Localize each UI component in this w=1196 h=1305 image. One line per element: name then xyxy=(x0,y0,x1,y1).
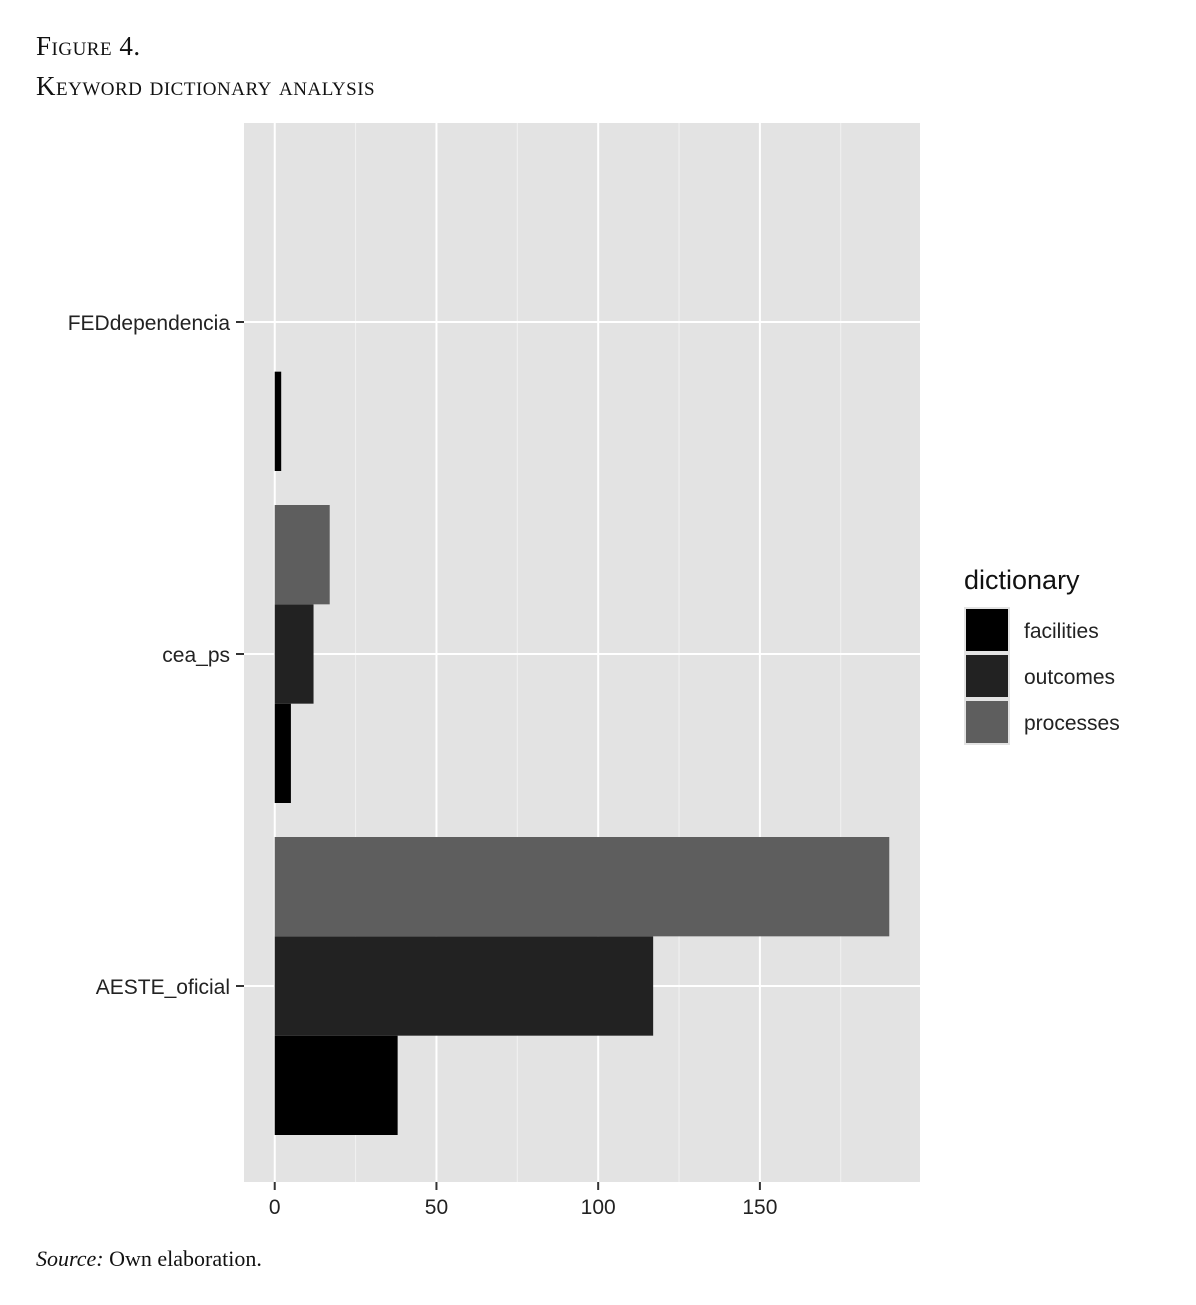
source-text: Own elaboration. xyxy=(103,1246,262,1271)
figure-label: Figure 4. xyxy=(36,31,141,61)
legend: dictionary facilities outcomes processes xyxy=(964,565,1120,745)
legend-swatch-outcomes xyxy=(966,655,1008,697)
legend-label-facilities: facilities xyxy=(1024,620,1099,643)
bar-facilities-FEDdependencia xyxy=(274,371,282,471)
x-tick-label: 150 xyxy=(742,1196,777,1219)
legend-label-processes: processes xyxy=(1024,712,1120,735)
bar-outcomes-cea_ps xyxy=(274,604,314,704)
legend-swatch-facilities xyxy=(966,609,1008,651)
legend-swatch-processes xyxy=(966,701,1008,743)
y-tick-label: cea_ps xyxy=(162,644,230,667)
y-tick-label: FEDdependencia xyxy=(68,312,231,335)
source-label: Source: xyxy=(36,1246,104,1271)
bar-processes-AESTE_oficial xyxy=(274,837,890,937)
bar-chart: FEDdependencia cea_ps AESTE_oficial 0 50 100 1… xyxy=(68,123,1120,1219)
axes: FEDdependencia cea_ps AESTE_oficial 0 50 100 1… xyxy=(68,312,778,1219)
source-note: Source: Own elaboration. xyxy=(36,1246,262,1272)
bar-facilities-cea_ps xyxy=(274,703,291,803)
bar-processes-cea_ps xyxy=(274,505,330,605)
bars xyxy=(274,371,890,1135)
x-tick-label: 0 xyxy=(269,1196,281,1219)
bar-facilities-AESTE_oficial xyxy=(274,1035,398,1135)
legend-title: dictionary xyxy=(964,565,1080,595)
figure-title: Keyword dictionary analysis xyxy=(36,71,376,101)
legend-label-outcomes: outcomes xyxy=(1024,666,1115,689)
bar-outcomes-AESTE_oficial xyxy=(274,936,654,1036)
x-tick-label: 50 xyxy=(425,1196,448,1219)
y-tick-label: AESTE_oficial xyxy=(96,976,230,999)
x-tick-label: 100 xyxy=(581,1196,616,1219)
